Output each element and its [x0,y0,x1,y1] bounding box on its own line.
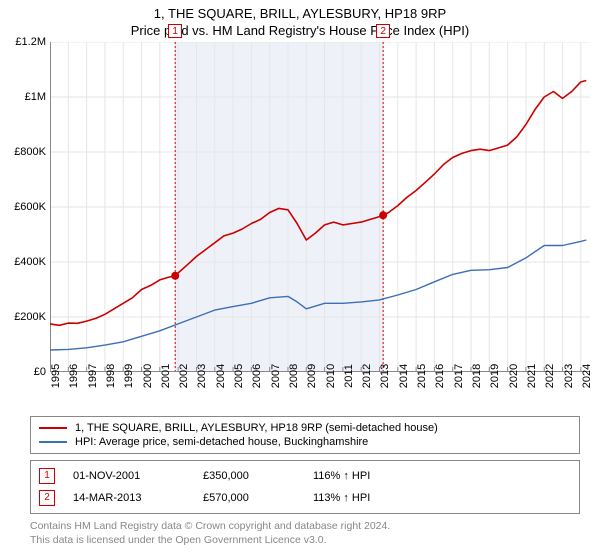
sale-date: 01-NOV-2001 [73,470,203,482]
y-tick-label: £800K [14,146,46,158]
x-tick-label: 2001 [160,364,172,388]
x-tick-label: 2006 [251,364,263,388]
footer-line1: Contains HM Land Registry data © Crown c… [30,520,580,534]
sale-row: 2 14-MAR-2013£570,000113% ↑ HPI [39,487,571,509]
x-tick-label: 2011 [343,364,355,388]
x-tick-label: 1998 [105,364,117,388]
legend-swatch [39,427,67,429]
x-tick-label: 1997 [87,364,99,388]
x-tick-label: 2017 [453,364,465,388]
legend: 1, THE SQUARE, BRILL, AYLESBURY, HP18 9R… [30,416,580,454]
x-tick-label: 2021 [526,364,538,388]
footer-line2: This data is licensed under the Open Gov… [30,534,580,548]
sale-pct: 113% ↑ HPI [313,492,443,504]
sale-date: 14-MAR-2013 [73,492,203,504]
sale-marker: 2 [39,490,55,506]
x-tick-label: 2008 [288,364,300,388]
legend-item: 1, THE SQUARE, BRILL, AYLESBURY, HP18 9R… [39,421,571,435]
sale-price: £350,000 [203,470,313,482]
chart-container: 1, THE SQUARE, BRILL, AYLESBURY, HP18 9R… [0,0,600,560]
x-tick-label: 2003 [196,364,208,388]
x-tick-label: 2010 [325,364,337,388]
sale-pct: 116% ↑ HPI [313,470,443,482]
sales-table: 1 01-NOV-2001£350,000116% ↑ HPI 2 14-MAR-20… [30,460,580,514]
x-tick-label: 2004 [215,364,227,388]
x-tick-label: 2016 [434,364,446,388]
x-tick-label: 1995 [50,364,62,388]
y-tick-label: £1.2M [15,36,46,48]
x-tick-label: 2020 [508,364,520,388]
x-tick-label: 2014 [398,364,410,388]
legend-label: HPI: Average price, semi-detached house,… [75,436,368,448]
legend-label: 1, THE SQUARE, BRILL, AYLESBURY, HP18 9R… [75,422,438,434]
y-tick-label: £600K [14,201,46,213]
x-tick-label: 2005 [233,364,245,388]
x-tick-label: 1999 [123,364,135,388]
x-tick-label: 2022 [544,364,556,388]
x-tick-label: 2024 [581,364,593,388]
x-tick-label: 2013 [379,364,391,388]
legend-swatch [39,441,67,443]
x-tick-label: 2009 [306,364,318,388]
sale-price: £570,000 [203,492,313,504]
x-tick-label: 2002 [178,364,190,388]
plot-svg [50,42,590,372]
chart-title: 1, THE SQUARE, BRILL, AYLESBURY, HP18 9R… [0,0,600,21]
chart-subtitle: Price paid vs. HM Land Registry's House … [0,21,600,42]
sale-row: 1 01-NOV-2001£350,000116% ↑ HPI [39,465,571,487]
x-tick-label: 2019 [489,364,501,388]
x-tick-label: 2023 [563,364,575,388]
y-tick-label: £400K [14,256,46,268]
x-tick-label: 2000 [142,364,154,388]
sale-marker: 1 [39,468,55,484]
x-axis-labels: 1995199619971998199920002001200220032004… [50,372,590,412]
y-axis-labels: £0£200K£400K£600K£800K£1M£1.2M [2,42,46,372]
event-marker-1: 1 [168,24,182,38]
y-tick-label: £200K [14,311,46,323]
y-tick-label: £0 [34,366,46,378]
y-tick-label: £1M [25,91,46,103]
x-tick-label: 2007 [270,364,282,388]
plot-area: £0£200K£400K£600K£800K£1M£1.2M 12 [50,42,590,372]
footer-attribution: Contains HM Land Registry data © Crown c… [30,520,580,547]
x-tick-label: 2015 [416,364,428,388]
event-marker-2: 2 [376,24,390,38]
x-tick-label: 2018 [471,364,483,388]
x-tick-label: 1996 [68,364,80,388]
x-tick-label: 2012 [361,364,373,388]
legend-item: HPI: Average price, semi-detached house,… [39,435,571,449]
